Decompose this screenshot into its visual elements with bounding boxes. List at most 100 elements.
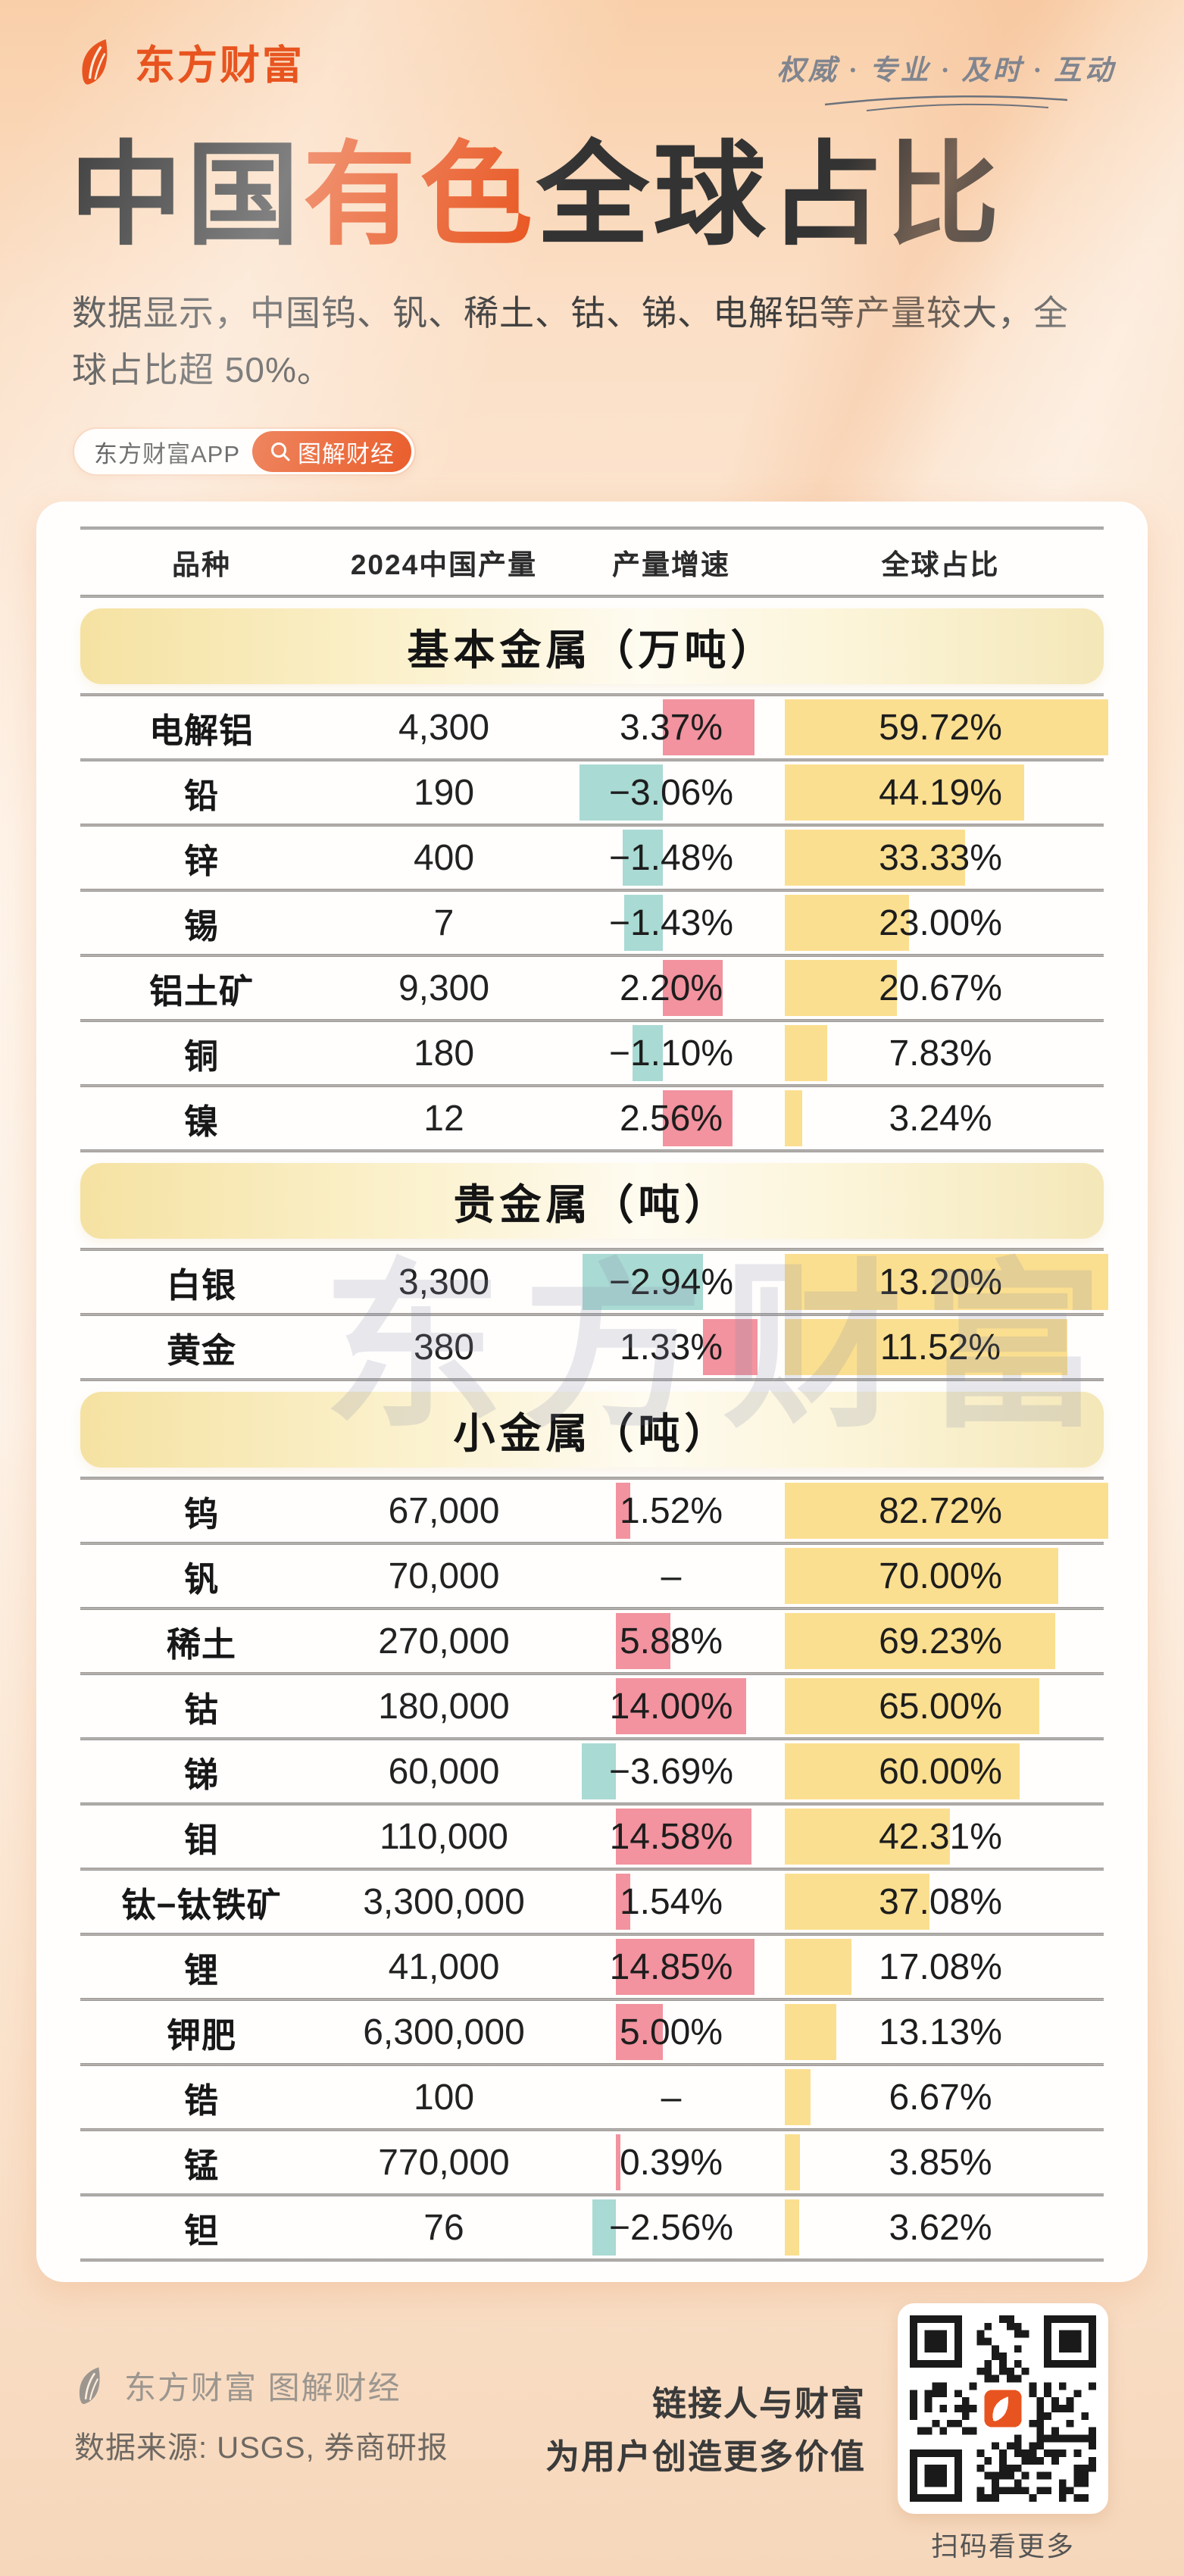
share-value: 44.19% — [879, 772, 1002, 813]
production-cell: 770,000 — [378, 2142, 510, 2183]
table-row: 锰 770,000 0.39% 3.85% — [80, 2131, 1104, 2193]
growth-bar-positive — [616, 1874, 630, 1930]
share-bar — [785, 1254, 1108, 1311]
column-badge-label: 图解财经 — [298, 440, 395, 467]
table-rule — [80, 1542, 1104, 1546]
growth-bar-positive — [663, 699, 755, 756]
table-rule — [80, 2193, 1104, 2197]
production-cell: 70,000 — [388, 1555, 500, 1596]
share-bar — [785, 1613, 1056, 1670]
variety-cell: 钾肥 — [166, 2015, 236, 2055]
share-cell: 3.62% — [777, 2196, 1104, 2259]
variety-cell: 锂 — [183, 1950, 219, 1990]
share-cell: 20.67% — [777, 957, 1104, 1019]
share-bar — [785, 1678, 1039, 1735]
table-rule — [80, 2259, 1104, 2262]
variety-cell: 钨 — [183, 1494, 219, 1533]
table-row: 锡 7 −1.43% 23.00% — [80, 892, 1104, 954]
table-row: 钽 76 −2.56% 3.62% — [80, 2196, 1104, 2259]
growth-bar-positive — [663, 1090, 733, 1147]
growth-bar-negative — [622, 830, 663, 886]
table-row: 锂 41,000 14.85% 17.08% — [80, 1936, 1104, 1998]
growth-value: 1.33% — [619, 1327, 723, 1368]
growth-value: −2.56% — [608, 2207, 734, 2248]
share-cell: 65.00% — [777, 1675, 1104, 1737]
growth-value: −2.94% — [608, 1261, 734, 1302]
header-brand-row: 东方财富 权威 · 专业 · 及时 · 互动 — [0, 0, 1184, 115]
growth-cell: 5.00% — [565, 2001, 777, 2063]
table-rule — [80, 1672, 1104, 1676]
growth-value: 5.00% — [619, 2012, 723, 2052]
growth-bar-positive — [616, 1483, 630, 1540]
app-badge[interactable]: 东方财富APP 图解财经 — [73, 427, 417, 477]
growth-value: 2.20% — [619, 968, 723, 1008]
share-value: 13.13% — [879, 2012, 1002, 2052]
slogan-underline-flourish — [825, 95, 1068, 111]
share-bar — [785, 1319, 1067, 1376]
variety-cell: 稀土 — [166, 1624, 236, 1664]
data-table-card: 品种 2024中国产量 产量增速 全球占比 基本金属（万吨） 电解铝 4,300 3.… — [36, 502, 1148, 2283]
column-badge[interactable]: 图解财经 — [252, 431, 412, 473]
brand-slogan: 权威 · 专业 · 及时 · 互动 — [777, 47, 1116, 115]
production-cell: 7 — [433, 902, 455, 943]
production-cell: 100 — [413, 2077, 475, 2118]
growth-value: 14.85% — [609, 1946, 733, 1987]
table-rule — [80, 1477, 1104, 1480]
share-cell: 6.67% — [777, 2066, 1104, 2128]
table-row: 白银 3,300 −2.94% 13.20% — [80, 1251, 1108, 1313]
share-value: 65.00% — [879, 1686, 1002, 1727]
table-rule — [80, 1607, 1104, 1611]
share-value: 33.33% — [879, 837, 1002, 878]
app-badge-label: 东方财富APP — [94, 440, 241, 467]
table-row: 钼 110,000 14.58% 42.31% — [80, 1805, 1104, 1868]
growth-value: 2.56% — [619, 1098, 723, 1139]
data-source: 数据来源: USGS, 券商研报 — [74, 2431, 448, 2465]
variety-cell: 钼 — [183, 1820, 219, 1859]
production-cell: 60,000 — [388, 1751, 500, 1792]
growth-bar-negative — [633, 1025, 663, 1082]
brand-slogan-text: 权威 · 专业 · 及时 · 互动 — [776, 55, 1116, 86]
share-cell: 44.19% — [777, 761, 1104, 824]
share-value: 70.00% — [879, 1555, 1002, 1596]
variety-cell: 黄金 — [166, 1330, 236, 1370]
growth-cell: −2.94% — [565, 1251, 777, 1313]
share-cell: 33.33% — [777, 827, 1104, 889]
table-rule — [80, 1149, 1104, 1153]
table-rule — [80, 1933, 1104, 1937]
table-rule — [80, 1313, 1104, 1317]
share-bar — [785, 2004, 836, 2061]
table-rule — [80, 2128, 1104, 2132]
table-row: 钨 67,000 1.52% 82.72% — [80, 1480, 1108, 1542]
share-value: 82.72% — [879, 1490, 1002, 1531]
variety-cell: 镍 — [183, 1102, 219, 1141]
growth-cell: 2.20% — [565, 957, 777, 1019]
variety-cell: 钽 — [183, 2211, 219, 2250]
variety-cell: 钒 — [183, 1559, 219, 1599]
brand-logo-text: 东方财富 — [135, 43, 305, 88]
growth-value: −1.43% — [608, 902, 734, 943]
growth-bar-positive — [616, 2134, 620, 2191]
production-cell: 6,300,000 — [363, 2012, 525, 2052]
production-cell: 67,000 — [388, 1490, 500, 1531]
growth-cell: −3.69% — [565, 1740, 777, 1802]
table-row: 钴 180,000 14.00% 65.00% — [80, 1675, 1104, 1737]
share-cell: 60.00% — [777, 1740, 1104, 1802]
footer: 东方财富 图解财经 数据来源: USGS, 券商研报 链接人与财富 为用户创造更… — [0, 2303, 1184, 2576]
growth-bar-positive — [616, 1678, 747, 1735]
share-cell: 23.00% — [777, 892, 1104, 954]
growth-value: 1.52% — [619, 1490, 723, 1531]
table-rule — [80, 824, 1104, 827]
growth-cell: 5.88% — [565, 1610, 777, 1672]
growth-bar-positive — [663, 960, 723, 1017]
growth-value: −1.10% — [608, 1033, 734, 1074]
share-value: 3.85% — [889, 2142, 992, 2183]
growth-bar-positive — [616, 1613, 671, 1670]
growth-value: −3.69% — [608, 1751, 734, 1792]
table-row: 铝土矿 9,300 2.20% 20.67% — [80, 957, 1104, 1019]
share-value: 13.20% — [879, 1261, 1002, 1302]
share-cell: 42.31% — [777, 1805, 1104, 1868]
variety-cell: 铜 — [183, 1036, 219, 1076]
production-cell: 3,300 — [398, 1261, 490, 1302]
share-cell: 3.24% — [777, 1087, 1104, 1149]
growth-bar-positive — [616, 2004, 663, 2061]
